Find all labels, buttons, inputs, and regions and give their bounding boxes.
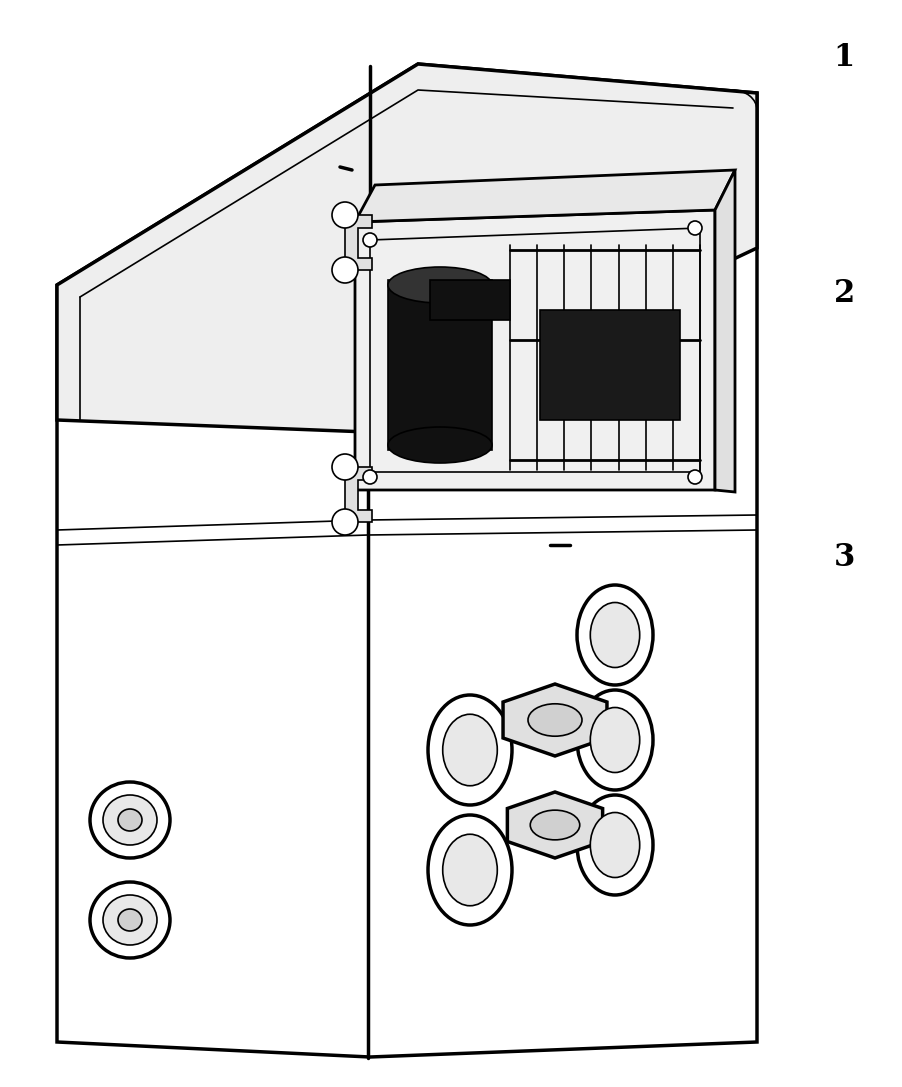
Ellipse shape: [428, 695, 511, 805]
Ellipse shape: [388, 427, 492, 463]
Ellipse shape: [90, 882, 170, 958]
Ellipse shape: [332, 454, 357, 480]
Ellipse shape: [442, 834, 497, 905]
Polygon shape: [57, 64, 418, 420]
Polygon shape: [57, 64, 756, 430]
Polygon shape: [57, 418, 370, 1057]
Ellipse shape: [590, 602, 639, 667]
Polygon shape: [388, 280, 492, 450]
Polygon shape: [714, 170, 734, 492]
Polygon shape: [57, 64, 756, 432]
Ellipse shape: [103, 895, 157, 945]
Ellipse shape: [590, 708, 639, 773]
Ellipse shape: [388, 267, 492, 303]
Ellipse shape: [687, 470, 701, 484]
Ellipse shape: [332, 509, 357, 535]
Ellipse shape: [103, 795, 157, 845]
Text: 2: 2: [833, 278, 854, 309]
Polygon shape: [57, 64, 756, 1057]
Ellipse shape: [118, 909, 142, 930]
Polygon shape: [370, 64, 756, 420]
Polygon shape: [345, 467, 372, 522]
Text: 1: 1: [833, 42, 854, 73]
Ellipse shape: [363, 470, 376, 484]
Ellipse shape: [118, 809, 142, 830]
Ellipse shape: [442, 714, 497, 786]
Ellipse shape: [576, 585, 652, 685]
Ellipse shape: [687, 221, 701, 235]
Polygon shape: [345, 215, 372, 270]
Ellipse shape: [363, 233, 376, 247]
Text: 3: 3: [833, 542, 854, 573]
Ellipse shape: [529, 810, 579, 840]
Ellipse shape: [332, 257, 357, 283]
Polygon shape: [370, 245, 756, 1057]
Polygon shape: [507, 792, 602, 858]
Polygon shape: [354, 170, 734, 222]
Ellipse shape: [90, 782, 170, 858]
Polygon shape: [429, 280, 510, 320]
Ellipse shape: [332, 202, 357, 228]
Ellipse shape: [576, 795, 652, 895]
Polygon shape: [354, 210, 714, 490]
Polygon shape: [57, 64, 756, 430]
Polygon shape: [539, 310, 679, 420]
Ellipse shape: [576, 690, 652, 790]
Ellipse shape: [590, 812, 639, 877]
Ellipse shape: [528, 703, 582, 736]
Polygon shape: [502, 684, 606, 755]
Ellipse shape: [428, 815, 511, 925]
